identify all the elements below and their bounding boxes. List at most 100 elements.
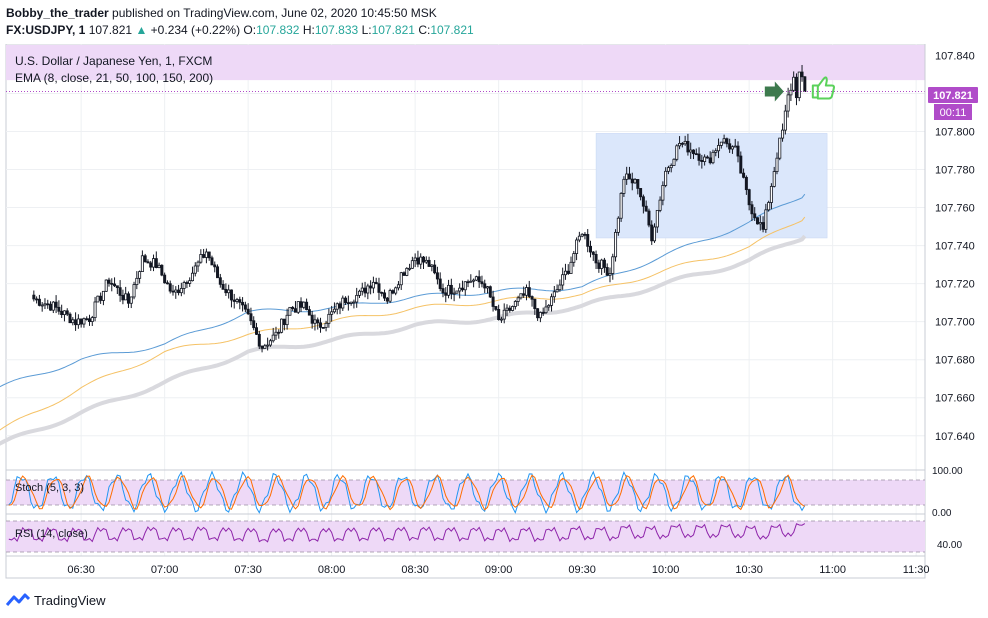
candle <box>291 305 295 311</box>
candle <box>246 303 250 316</box>
candle <box>689 142 693 159</box>
symbol-label[interactable]: FX:USDJPY, 1 <box>6 23 86 37</box>
candle <box>430 264 434 272</box>
candle <box>274 326 278 340</box>
candle <box>419 253 423 269</box>
candle <box>232 293 236 309</box>
candle <box>502 303 506 324</box>
chart-header: Bobby_the_trader published on TradingVie… <box>0 0 988 44</box>
footer: TradingView <box>6 590 106 610</box>
y-tick-label: 107.660 <box>935 393 975 405</box>
candle <box>196 260 200 272</box>
x-tick-label: 09:30 <box>568 564 596 576</box>
candle <box>653 223 657 243</box>
rsi-tick-40: 40.00 <box>937 540 962 551</box>
candle <box>466 279 470 288</box>
y-tick-label: 107.780 <box>935 165 975 177</box>
candle <box>717 138 721 159</box>
candle <box>678 136 682 150</box>
candle <box>335 302 339 315</box>
candle <box>229 289 233 308</box>
x-tick-label: 07:00 <box>151 564 179 576</box>
last-price: 107.821 <box>88 23 133 37</box>
stoch-k-line <box>8 470 806 515</box>
x-tick-label: 08:00 <box>318 564 346 576</box>
ema-line-blue <box>0 193 806 388</box>
candle <box>427 256 431 267</box>
candle <box>753 207 757 221</box>
candle <box>783 104 787 135</box>
candle <box>614 229 618 262</box>
candle <box>377 277 381 300</box>
ohlc-open-key: O: <box>243 23 257 37</box>
candle <box>51 301 55 314</box>
candle <box>700 154 704 169</box>
candle <box>730 145 734 154</box>
x-tick-label: 06:30 <box>67 564 95 576</box>
candle <box>611 253 615 280</box>
candle <box>686 133 690 156</box>
candle <box>569 256 573 274</box>
price-chart[interactable]: U.S. Dollar / Japanese Yen, 1, FXCM EMA … <box>0 44 988 588</box>
candle <box>285 308 289 330</box>
candle <box>296 301 300 314</box>
candle <box>555 284 559 293</box>
tradingview-logo-icon[interactable] <box>6 593 30 607</box>
candle <box>460 280 464 292</box>
candle <box>803 76 807 92</box>
candle <box>583 232 587 240</box>
candle <box>88 314 92 326</box>
publish-info: published on TradingView.com, June 02, 2… <box>112 6 437 20</box>
candle <box>664 167 668 188</box>
ohlc-close-key: C: <box>418 23 431 37</box>
candle <box>499 316 503 323</box>
candle <box>110 278 114 292</box>
candle <box>252 316 256 331</box>
candle <box>767 200 771 212</box>
candle <box>675 144 679 162</box>
candle <box>135 271 139 290</box>
candle <box>60 304 64 318</box>
candle <box>725 137 729 148</box>
candle <box>43 298 47 310</box>
thumbs-up-icon <box>811 76 836 100</box>
legend-ema: EMA (8, close, 21, 50, 100, 150, 200) <box>15 71 213 85</box>
candle <box>402 271 406 276</box>
candle <box>207 251 211 261</box>
candle <box>650 220 654 245</box>
candle <box>174 286 178 299</box>
candle <box>544 299 548 314</box>
candle <box>477 270 481 288</box>
candle <box>62 310 66 322</box>
candle <box>344 296 348 305</box>
consolidation-box <box>595 133 828 239</box>
candle <box>421 256 425 270</box>
candle <box>408 263 412 271</box>
candle <box>57 300 61 315</box>
candle <box>399 271 403 290</box>
candle <box>163 272 167 284</box>
candle <box>575 237 579 261</box>
candle <box>165 280 169 285</box>
candle <box>90 315 94 327</box>
candle <box>680 142 684 148</box>
candle <box>179 282 183 297</box>
candle <box>647 208 651 228</box>
x-tick-label: 11:00 <box>819 564 846 576</box>
author-name[interactable]: Bobby_the_trader <box>6 6 109 20</box>
candle <box>154 251 158 269</box>
candle <box>313 314 317 331</box>
candle <box>138 270 142 284</box>
candle <box>605 263 609 276</box>
candle <box>441 283 445 298</box>
candle <box>474 275 478 282</box>
candle <box>719 141 723 149</box>
candle <box>82 317 86 328</box>
candle <box>366 283 370 300</box>
ohlc-open-value: 107.832 <box>256 23 300 37</box>
candle <box>636 179 640 195</box>
candle <box>204 248 208 264</box>
candle <box>594 250 598 269</box>
candle <box>71 317 75 326</box>
brand-name[interactable]: TradingView <box>34 592 106 608</box>
